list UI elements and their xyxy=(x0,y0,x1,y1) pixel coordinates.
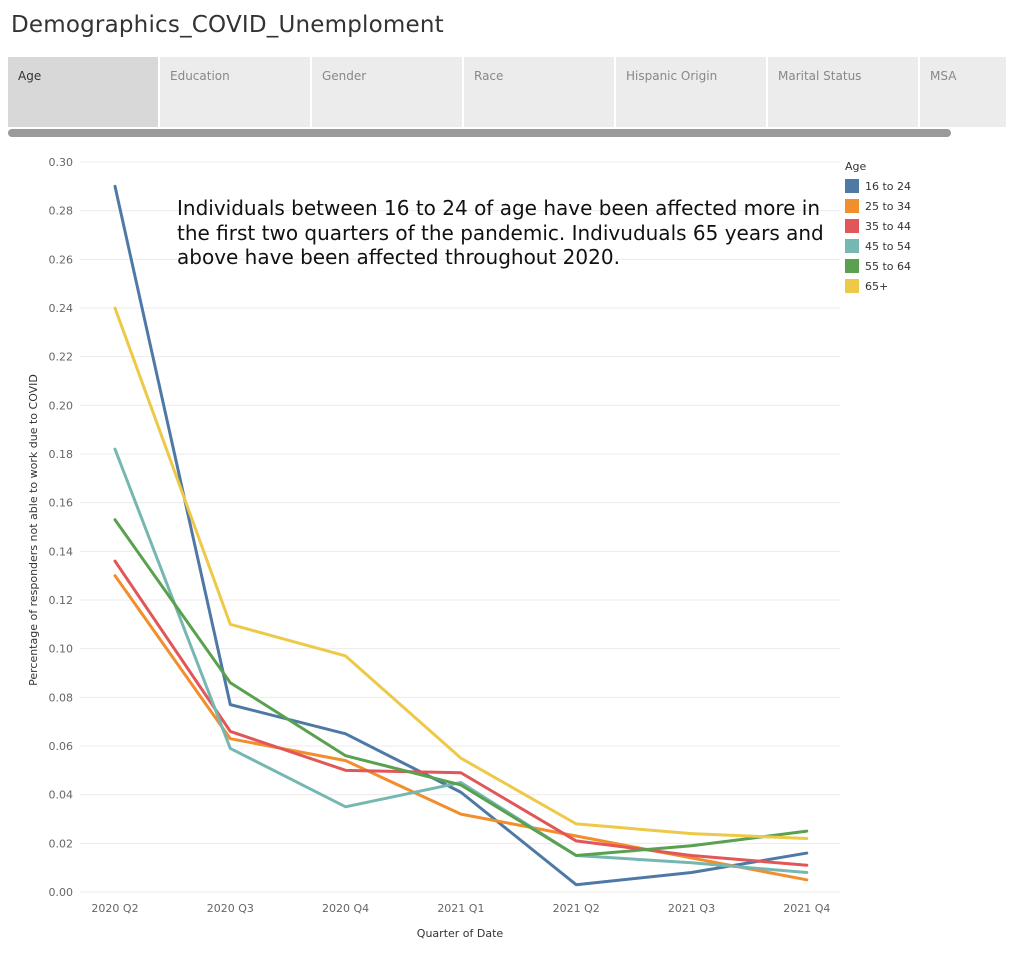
legend-title: Age xyxy=(845,160,867,173)
legend-label: 25 to 34 xyxy=(865,199,912,213)
x-axis-title: Quarter of Date xyxy=(417,927,504,940)
legend-label: 65+ xyxy=(865,279,889,293)
y-tick-label: 0.18 xyxy=(49,448,74,461)
y-tick-label: 0.04 xyxy=(49,789,74,802)
tab-race[interactable]: Race xyxy=(464,57,616,127)
y-tick-label: 0.10 xyxy=(49,643,74,656)
x-tick-label: 2020 Q3 xyxy=(207,902,254,915)
x-tick-label: 2021 Q2 xyxy=(553,902,600,915)
legend-swatch xyxy=(845,239,859,253)
y-tick-label: 0.08 xyxy=(49,691,74,704)
page-title: Demographics_COVID_Unemploment xyxy=(11,12,444,38)
y-tick-label: 0.06 xyxy=(49,740,74,753)
x-tick-label: 2021 Q3 xyxy=(668,902,715,915)
series-line-55-to-64 xyxy=(113,518,809,857)
y-tick-label: 0.28 xyxy=(49,205,74,218)
y-tick-label: 0.12 xyxy=(49,594,74,607)
legend-item[interactable]: 55 to 64 xyxy=(845,256,911,276)
series-line-65plus xyxy=(113,306,809,840)
legend-swatch xyxy=(845,279,859,293)
series-line-16-to-24 xyxy=(113,184,809,887)
tab-education[interactable]: Education xyxy=(160,57,312,127)
series-line-35-to-44 xyxy=(113,559,809,867)
tab-marital-status[interactable]: Marital Status xyxy=(768,57,920,127)
legend-label: 45 to 54 xyxy=(865,239,912,253)
series-line-25-to-34 xyxy=(113,574,809,882)
chart-annotation: Individuals between 16 to 24 of age have… xyxy=(177,196,824,269)
x-tick-label: 2020 Q2 xyxy=(91,902,138,915)
legend-item[interactable]: 35 to 44 xyxy=(845,216,911,236)
horizontal-scrollbar[interactable] xyxy=(8,129,951,137)
tab-hispanic-origin[interactable]: Hispanic Origin xyxy=(616,57,768,127)
legend-swatch xyxy=(845,179,859,193)
y-axis-title: Percentage of responders not able to wor… xyxy=(27,374,40,686)
legend-swatch xyxy=(845,199,859,213)
legend-label: 35 to 44 xyxy=(865,219,912,233)
y-tick-label: 0.24 xyxy=(49,302,74,315)
legend-item[interactable]: 16 to 24 xyxy=(845,176,911,196)
tab-age[interactable]: Age xyxy=(8,57,160,127)
y-tick-label: 0.20 xyxy=(49,399,74,412)
chart-legend: Age 16 to 24 25 to 34 35 to 44 45 to 54 55 t… xyxy=(845,160,911,296)
y-tick-label: 0.14 xyxy=(49,545,74,558)
series-line-45-to-54 xyxy=(113,447,809,875)
legend-item[interactable]: 45 to 54 xyxy=(845,236,911,256)
y-tick-label: 0.16 xyxy=(49,497,74,510)
legend-swatch xyxy=(845,219,859,233)
x-tick-label: 2021 Q4 xyxy=(783,902,830,915)
legend-label: 55 to 64 xyxy=(865,259,912,273)
y-tick-label: 0.00 xyxy=(49,886,74,899)
x-tick-label: 2021 Q1 xyxy=(437,902,484,915)
y-tick-label: 0.22 xyxy=(49,351,74,364)
y-tick-label: 0.02 xyxy=(49,837,74,850)
y-tick-label: 0.30 xyxy=(49,156,74,169)
legend-item[interactable]: 65+ xyxy=(845,276,911,296)
legend-swatch xyxy=(845,259,859,273)
legend-item[interactable]: 25 to 34 xyxy=(845,196,911,216)
tab-bar: Age Education Gender Race Hispanic Origin Mar… xyxy=(8,57,1008,127)
y-tick-label: 0.26 xyxy=(49,253,74,266)
tab-msa[interactable]: MSA xyxy=(920,57,1008,127)
x-tick-label: 2020 Q4 xyxy=(322,902,369,915)
tab-gender[interactable]: Gender xyxy=(312,57,464,127)
line-chart: 0.00 0.02 0.04 0.06 0.08 0.10 0.12 0.14 0.16 0.18… xyxy=(27,156,840,940)
legend-label: 16 to 24 xyxy=(865,179,912,193)
